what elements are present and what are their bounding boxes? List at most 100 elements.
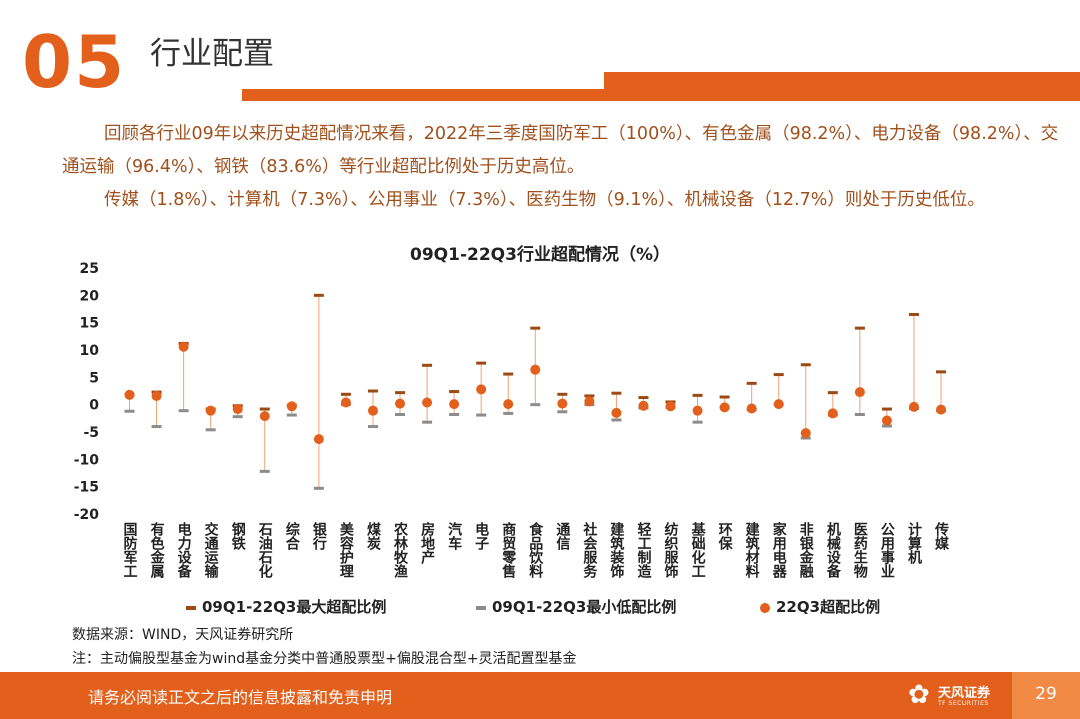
max-marker xyxy=(259,407,270,411)
current-point xyxy=(367,405,378,416)
max-marker xyxy=(313,293,324,297)
current-point xyxy=(638,400,649,411)
flower-logo-icon: ✿ xyxy=(908,680,930,710)
current-point xyxy=(936,404,947,415)
current-point xyxy=(422,397,433,408)
disclaimer-text: 请务必阅读正文之后的信息披露和免责申明 xyxy=(88,688,393,707)
max-marker xyxy=(881,407,892,411)
brand-logo: ✿ 天风证券 TF SECURITIES xyxy=(904,678,1000,714)
category-label: 石油石化 xyxy=(257,522,274,579)
current-point xyxy=(800,428,811,439)
min-marker xyxy=(854,413,865,417)
min-marker xyxy=(449,413,460,417)
current-point xyxy=(665,401,676,412)
min-marker xyxy=(476,413,487,417)
category-label: 医药生物 xyxy=(852,522,868,579)
max-marker xyxy=(854,326,865,330)
max-marker xyxy=(449,390,460,394)
current-point xyxy=(908,401,919,412)
min-marker xyxy=(205,428,216,432)
industry-overweight-chart: 25 20 15 10 5 0 -5 -10 -15 -20 国防军工 有色金属 电力设备 交通运输 钢铁石… xyxy=(74,261,950,579)
current-point xyxy=(746,403,757,414)
min-marker xyxy=(557,410,568,414)
summary-paragraph-2: 传媒（1.8%）、计算机（7.3%）、公用事业（7.3%）、医药生物（9.1%）… xyxy=(104,190,985,210)
category-label: 建筑装饰 xyxy=(608,521,625,579)
y-tick-label: -5 xyxy=(83,425,99,441)
min-marker xyxy=(259,469,270,473)
current-point xyxy=(557,398,568,409)
min-marker xyxy=(692,420,703,424)
category-label: 有色金属 xyxy=(149,521,166,579)
current-point xyxy=(773,399,784,410)
category-label: 公用事业 xyxy=(879,522,895,578)
y-tick-label: 25 xyxy=(80,261,99,277)
category-label: 房地产 xyxy=(419,521,435,565)
current-point xyxy=(340,397,351,408)
y-tick-label: -15 xyxy=(74,480,99,496)
category-label: 基础化工 xyxy=(690,521,706,578)
current-point xyxy=(395,398,406,409)
current-point xyxy=(854,387,865,398)
max-marker xyxy=(692,393,703,397)
max-marker xyxy=(340,392,351,396)
current-point xyxy=(286,401,297,412)
current-point xyxy=(692,405,703,416)
current-point xyxy=(313,434,324,445)
min-marker xyxy=(422,420,433,424)
current-point xyxy=(449,399,460,410)
current-point xyxy=(151,390,162,401)
category-label: 机械设备 xyxy=(825,521,842,578)
chart-title: 09Q1-22Q3行业超配情况（%） xyxy=(410,245,670,265)
header-accent-bar xyxy=(242,89,1080,101)
category-label: 社会服务 xyxy=(581,521,598,579)
max-marker xyxy=(908,312,919,316)
category-label: 非银金融 xyxy=(798,521,815,579)
min-marker xyxy=(367,425,378,429)
category-label: 建筑材料 xyxy=(744,521,760,579)
category-label: 银行 xyxy=(311,521,328,551)
max-marker xyxy=(827,391,838,395)
current-point xyxy=(232,404,243,415)
legend-min-label: 09Q1-22Q3最小低配比例 xyxy=(492,598,677,616)
category-label: 美容护理 xyxy=(338,521,355,578)
category-label: 农林牧渔 xyxy=(392,521,409,579)
category-label: 纺织服饰 xyxy=(663,521,679,579)
max-marker xyxy=(611,391,622,395)
min-marker xyxy=(611,418,622,422)
max-marker xyxy=(476,361,487,365)
y-tick-label: 10 xyxy=(80,343,100,359)
section-title: 行业配置 xyxy=(150,36,274,72)
page-number-box: 29 xyxy=(1012,672,1080,719)
current-point xyxy=(205,405,216,416)
current-point xyxy=(124,389,135,400)
min-marker xyxy=(530,403,541,407)
current-point xyxy=(584,396,595,407)
y-tick-label: 0 xyxy=(89,398,99,414)
max-marker xyxy=(800,363,811,367)
legend-current-swatch xyxy=(760,602,770,613)
category-label: 交通运输 xyxy=(203,521,219,579)
min-marker xyxy=(151,425,162,429)
category-label: 汽车 xyxy=(446,521,462,551)
current-point xyxy=(259,411,270,422)
max-marker xyxy=(638,396,649,400)
current-point xyxy=(178,341,189,352)
min-marker xyxy=(286,413,297,417)
y-tick-label: 15 xyxy=(80,316,99,332)
summary-text: 回顾各行业09年以来历史超配情况来看，2022年三季度国防军工（100%）、有色… xyxy=(62,118,1062,217)
current-point xyxy=(611,407,622,418)
current-point xyxy=(827,408,838,419)
category-label: 食品饮料 xyxy=(527,521,544,579)
max-marker xyxy=(773,373,784,377)
y-tick-label: -20 xyxy=(74,507,100,523)
category-label: 电力设备 xyxy=(176,521,193,578)
min-marker xyxy=(395,413,406,417)
category-label: 传媒 xyxy=(933,521,950,551)
min-marker xyxy=(124,409,135,413)
legend-max-swatch xyxy=(186,605,196,610)
max-marker xyxy=(936,370,947,374)
max-marker xyxy=(422,363,433,367)
category-label: 商贸零售 xyxy=(500,521,517,579)
legend-current-label: 22Q3超配比例 xyxy=(776,598,881,616)
legend-max-label: 09Q1-22Q3最大超配比例 xyxy=(202,598,387,616)
